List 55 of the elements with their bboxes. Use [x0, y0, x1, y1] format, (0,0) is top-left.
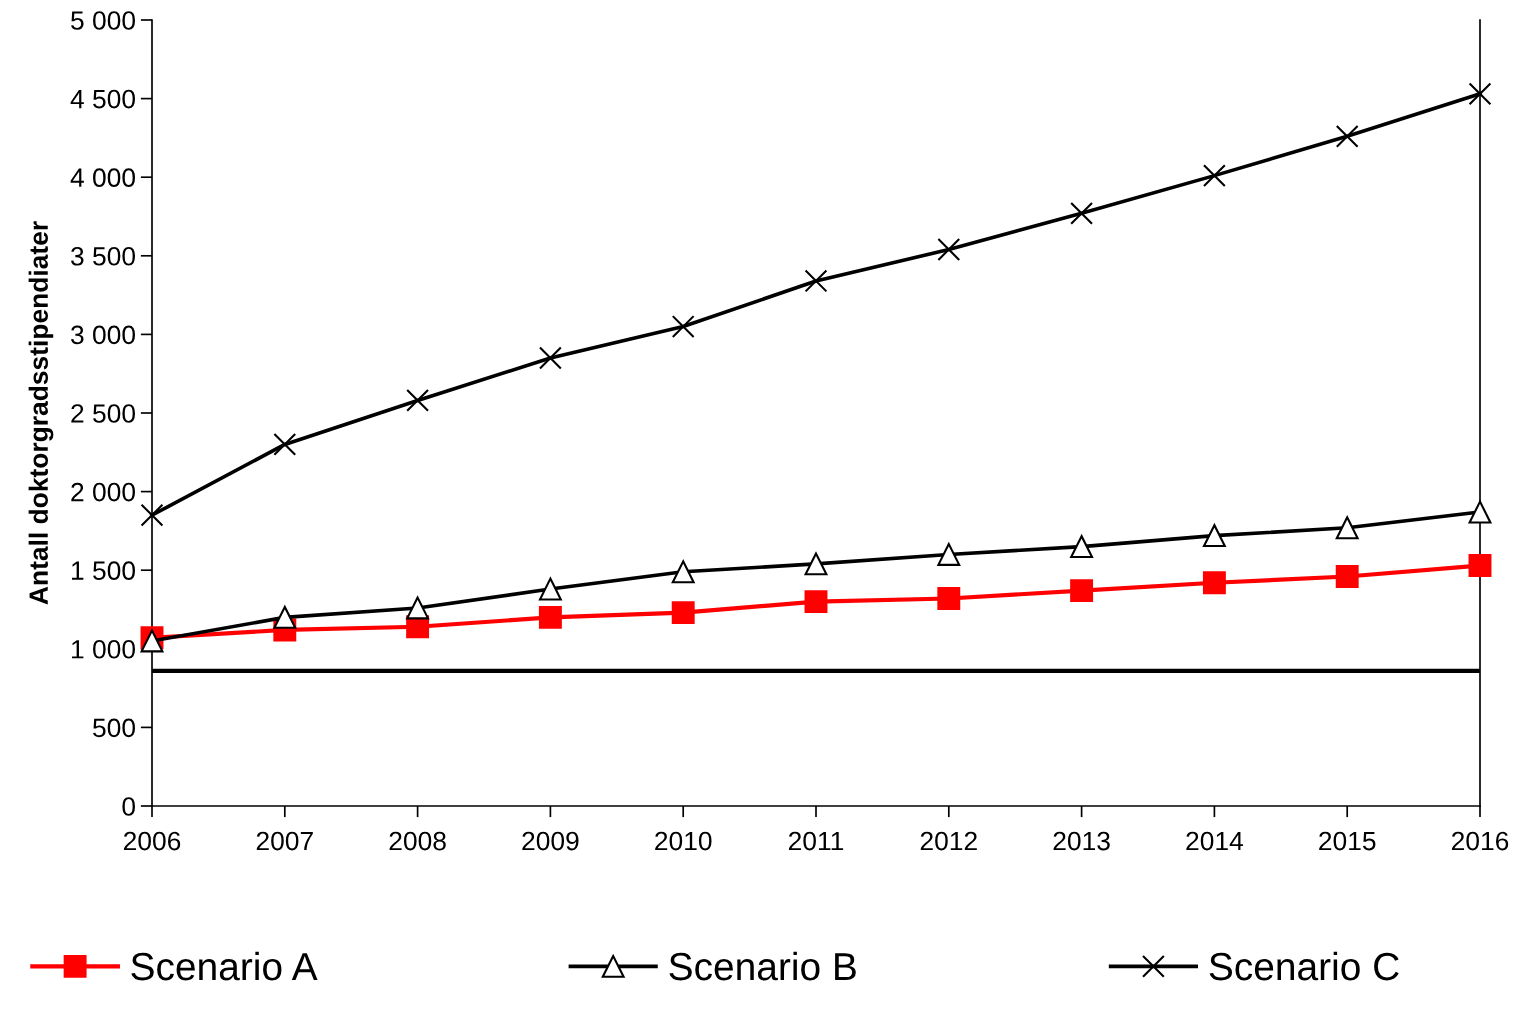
x-tick-label: 2010: [655, 831, 712, 851]
y-tick-label: 0: [122, 797, 135, 816]
point: [1070, 535, 1094, 559]
y-tick-label: 2 000: [71, 482, 135, 502]
point: [937, 587, 961, 610]
point: [1468, 554, 1492, 577]
point: [538, 346, 562, 370]
point: [538, 577, 562, 601]
point: [1070, 579, 1094, 603]
point: [1335, 516, 1359, 540]
point: [804, 552, 828, 576]
point: [406, 596, 430, 620]
point: [671, 560, 695, 584]
x-tick-label: 2015: [1319, 831, 1376, 851]
point: [538, 605, 562, 629]
point: [1335, 565, 1359, 588]
point: [1335, 124, 1359, 148]
y-tick-label: 500: [93, 718, 135, 738]
point: [273, 432, 297, 456]
x-tick-label: 2009: [522, 831, 579, 851]
point: [937, 543, 961, 566]
x-tick-label: 2013: [1053, 831, 1110, 851]
x-tick-label: 2012: [920, 831, 977, 851]
x-tick-label: 2006: [123, 831, 181, 851]
point: [1070, 201, 1094, 225]
y-tick-label: 1 500: [72, 561, 135, 581]
legend-label: Scenario C: [1209, 951, 1399, 981]
point: [1202, 164, 1226, 188]
y-tick-label: 2 500: [71, 404, 135, 423]
point: [1202, 524, 1226, 548]
point: [406, 388, 430, 412]
x-tick-label: 2008: [389, 831, 446, 851]
y-tick-label: 4 500: [70, 89, 135, 109]
legend-label: Scenario A: [131, 951, 318, 981]
x-tick-label: 2007: [256, 831, 313, 851]
point: [1468, 500, 1492, 524]
y-tick-label: 4 000: [70, 168, 135, 188]
y-tick-label: 1 000: [72, 639, 135, 659]
point: [671, 601, 695, 625]
point: [1468, 82, 1492, 106]
point: [273, 605, 297, 629]
point: [804, 590, 828, 614]
x-tick-label: 2011: [788, 831, 844, 851]
x-tick-label: 2014: [1186, 831, 1243, 851]
point: [804, 269, 828, 293]
point: [1202, 571, 1226, 595]
point: [671, 315, 695, 338]
legend-label: Scenario B: [669, 951, 856, 981]
point: [140, 503, 164, 527]
y-tick-label: 3 500: [71, 246, 135, 266]
point: [937, 238, 961, 261]
x-tick-label: 2016: [1451, 831, 1509, 851]
y-tick-label: 5 000: [71, 11, 135, 30]
y-tick-label: 3 000: [71, 325, 135, 345]
y-axis-title: Antall doktorgradsstipendiater: [28, 221, 54, 605]
